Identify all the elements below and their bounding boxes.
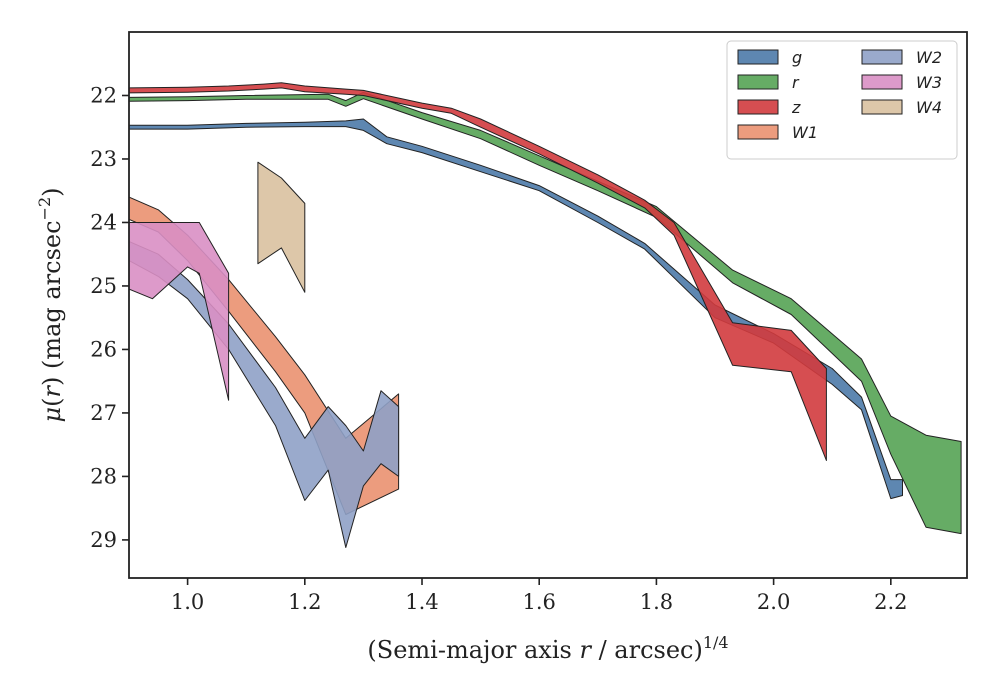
- y-tick-label: 29: [90, 528, 117, 552]
- y-tick-label: 23: [90, 147, 117, 171]
- band-z: [129, 82, 827, 461]
- y-tick-label: 26: [90, 337, 117, 361]
- plot-frame: [128, 31, 968, 579]
- legend-swatch-w1: [737, 124, 779, 140]
- x-tick-label: 1.6: [523, 590, 556, 614]
- legend-swatch-w2: [861, 49, 903, 65]
- y-tick-label: 24: [90, 210, 117, 234]
- legend-label-g: g: [792, 48, 802, 67]
- x-axis-label-r: r: [579, 636, 592, 664]
- legend-label-r: r: [792, 73, 800, 92]
- legend-label-w1: W1: [792, 123, 818, 142]
- legend-swatch-w4: [861, 99, 903, 115]
- legend-label-w4: W4: [916, 98, 942, 117]
- legend-box: [726, 40, 958, 160]
- y-axis-label-rest: ) (mag arcsec: [38, 220, 66, 386]
- legend-label-z: z: [791, 98, 801, 117]
- band-g: [129, 118, 903, 500]
- legend-swatch-w3: [861, 74, 903, 90]
- x-tick-label: 1.0: [171, 590, 204, 614]
- x-tick-label: 1.8: [640, 590, 673, 614]
- x-axis-label-main: (Semi-major axis: [367, 636, 579, 664]
- y-tick-label: 28: [90, 464, 117, 488]
- x-tick-label: 1.2: [288, 590, 321, 614]
- x-axis-label-rest: / arcsec): [591, 636, 703, 664]
- legend-swatch-g: [737, 49, 779, 65]
- band-w4: [257, 161, 306, 293]
- legend-label-w3: W3: [916, 73, 942, 92]
- legend: grz W1 W2 W3 W4: [726, 40, 958, 160]
- y-axis-label-r: r: [38, 385, 66, 398]
- legend-swatch-r: [737, 74, 779, 90]
- band-r: [129, 91, 962, 535]
- x-tick-label: 2.0: [757, 590, 790, 614]
- legend-label-w2: W2: [916, 48, 942, 67]
- x-axis-label-exponent: 1/4: [703, 633, 729, 652]
- y-tick-label: 25: [90, 274, 117, 298]
- series-layer: [129, 82, 962, 548]
- y-axis-label-paren: (: [38, 398, 66, 407]
- legend-swatch-z: [737, 99, 779, 115]
- x-axis-label: (Semi-major axis r / arcsec)1/4: [367, 633, 728, 664]
- y-axis-label: μ(r) (mag arcsec−2): [35, 187, 66, 422]
- y-axis-label-mu: μ: [38, 407, 66, 423]
- x-tick-label: 1.4: [405, 590, 438, 614]
- x-axis: 1.0 1.2 1.4 1.6 1.8 2.0 2.2: [171, 578, 908, 614]
- band-w3: [129, 222, 230, 401]
- y-axis: 22 23 24 25 26 27 28 29: [90, 83, 129, 552]
- y-axis-label-close: ): [38, 187, 66, 196]
- x-tick-label: 2.2: [874, 590, 907, 614]
- y-tick-label: 27: [90, 401, 117, 425]
- y-tick-label: 22: [90, 83, 117, 107]
- y-axis-label-exponent: −2: [35, 197, 54, 221]
